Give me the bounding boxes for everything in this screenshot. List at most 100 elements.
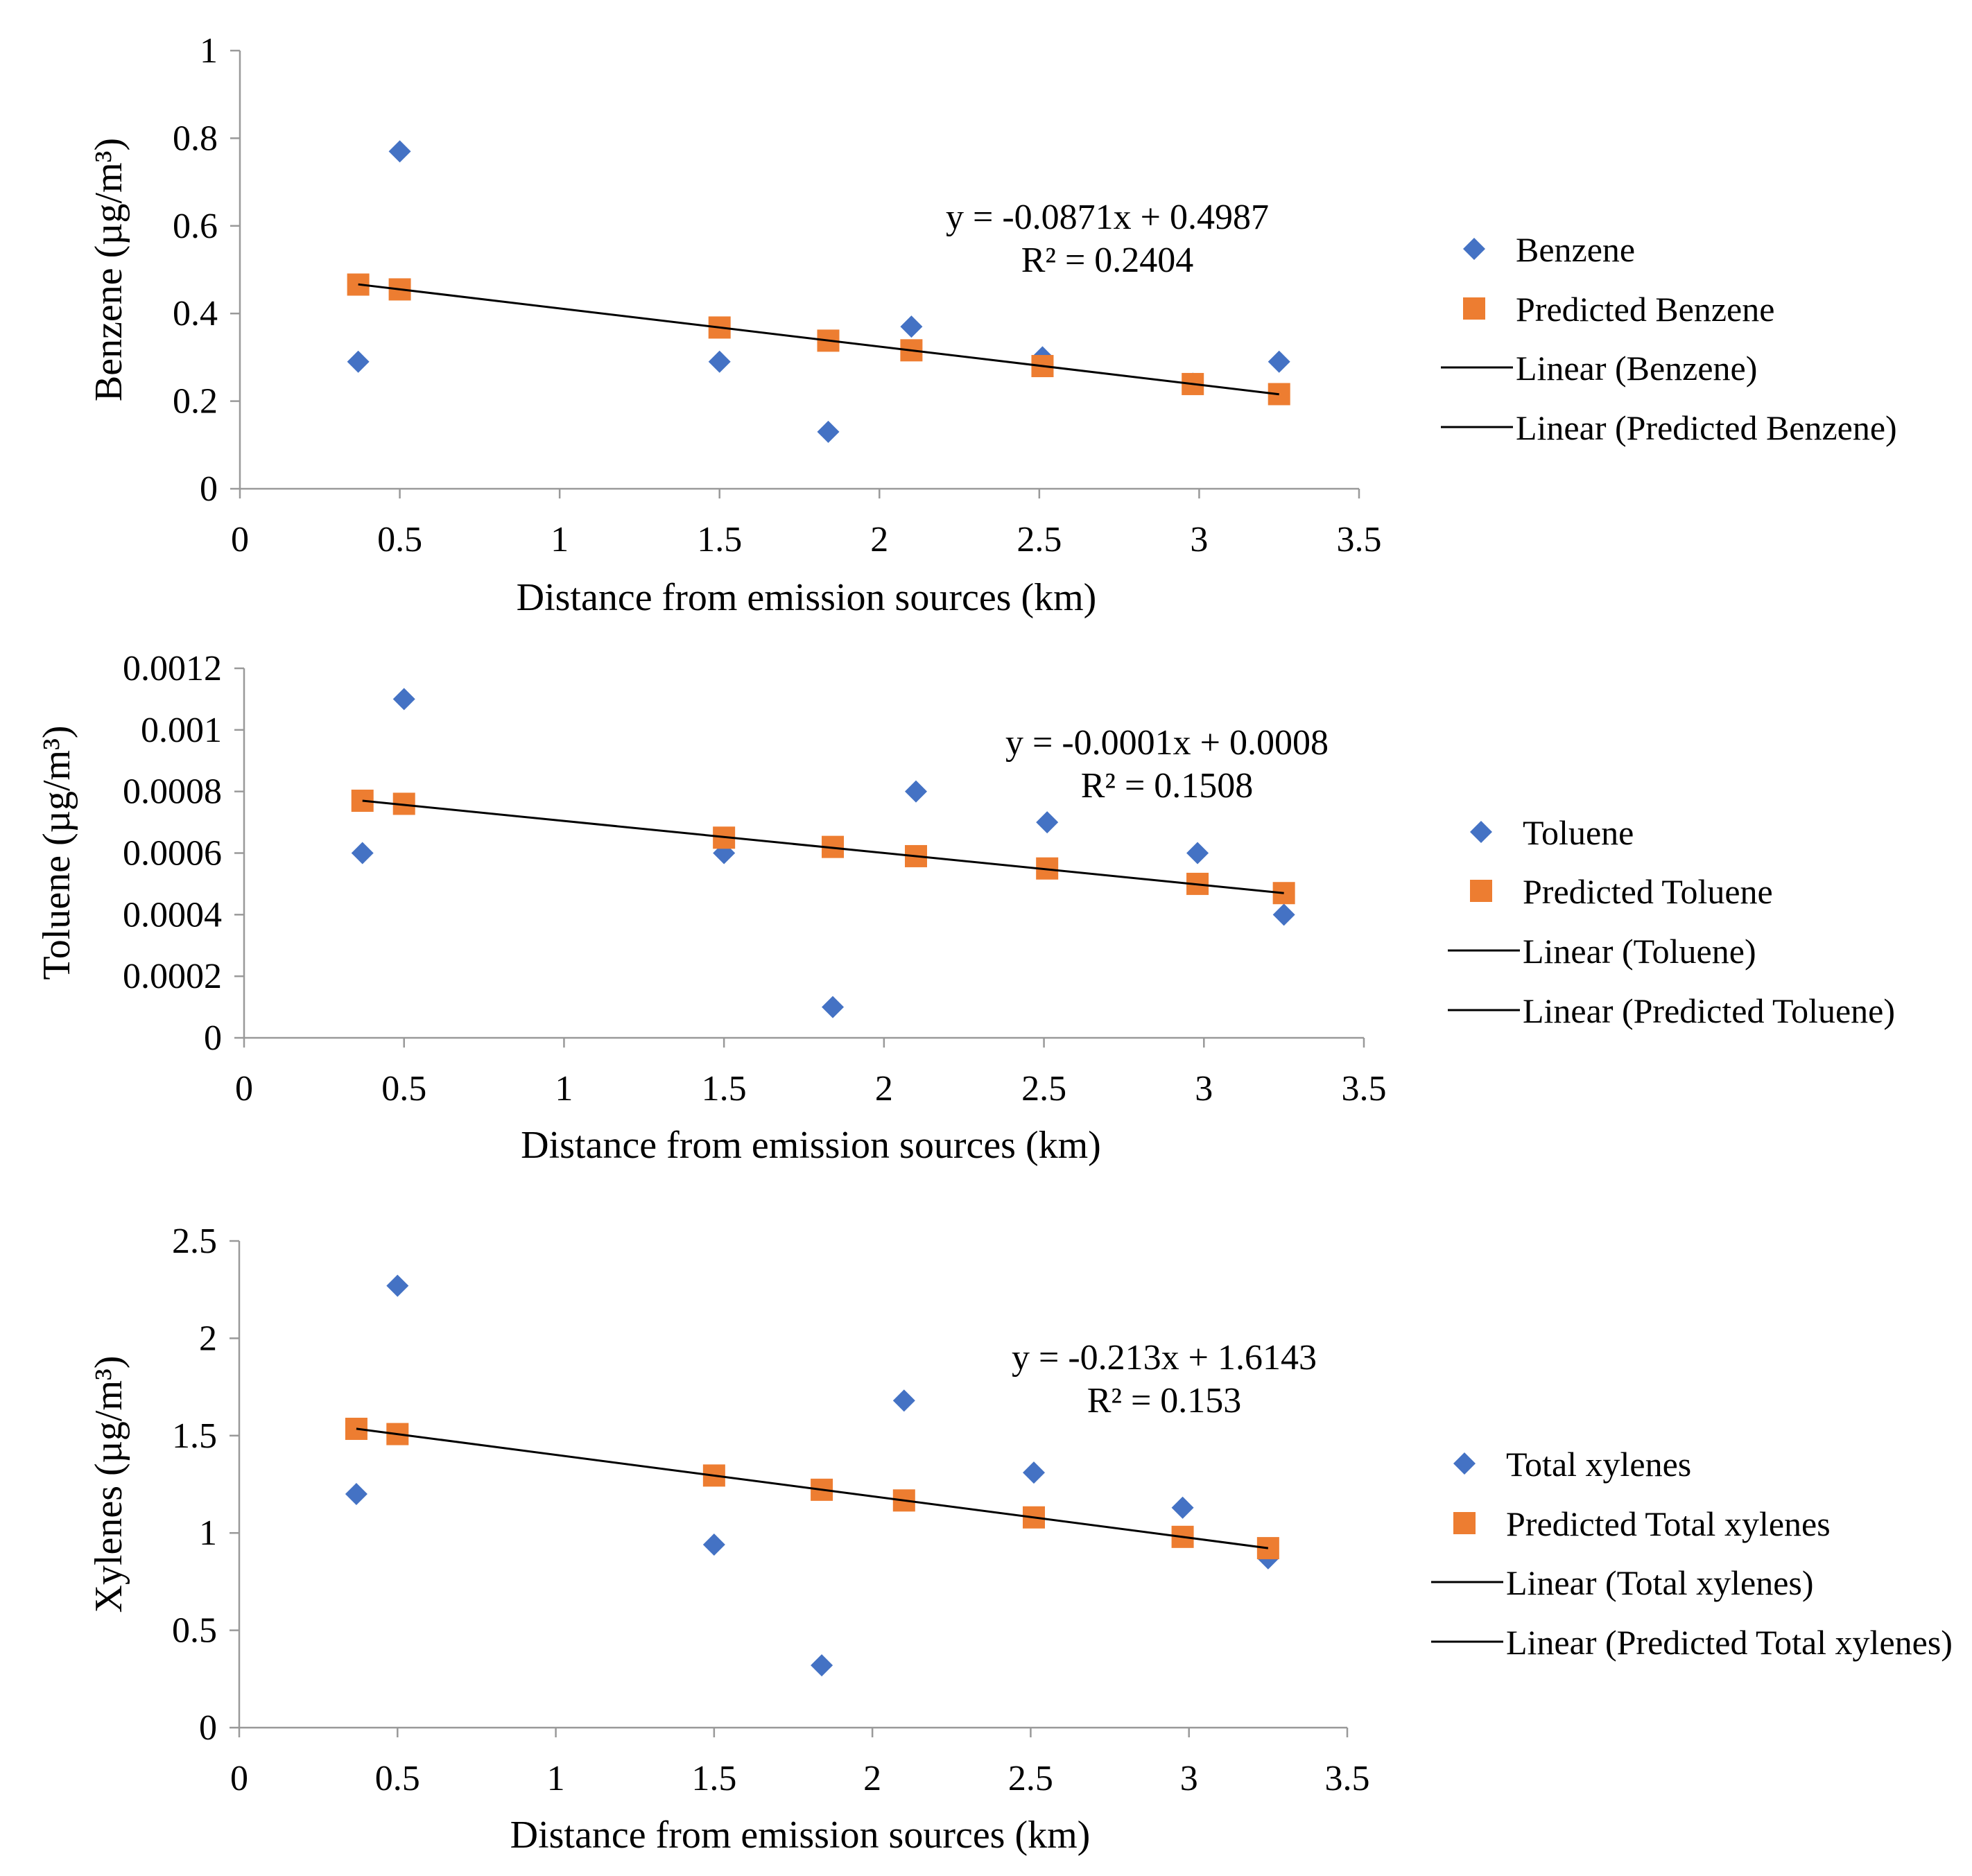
x-tick-label: 1.5 <box>697 520 742 559</box>
y-tick-label: 2.5 <box>172 1222 217 1261</box>
y-tick-label: 0.0012 <box>123 649 222 688</box>
legend-label: Linear (Total xylenes) <box>1506 1563 1814 1602</box>
x-tick-label: 1.5 <box>702 1069 747 1109</box>
legend-diamond-icon <box>1470 821 1492 843</box>
legend-square-icon <box>1470 880 1492 902</box>
x-tick-label: 1 <box>547 1759 565 1798</box>
point-toluene <box>1186 842 1209 865</box>
y-tick-label: 1.5 <box>172 1416 217 1456</box>
point-benzene <box>388 140 411 163</box>
point-total-xylenes <box>702 1534 725 1556</box>
x-tick-label: 2.5 <box>1008 1759 1053 1798</box>
point-total-xylenes <box>1171 1496 1194 1519</box>
y-axis-title: Toluene (µg/m³) <box>35 725 78 980</box>
point-total-xylenes <box>892 1389 915 1412</box>
point-benzene <box>1268 350 1290 373</box>
y-axis-title: Xylenes (µg/m³) <box>87 1356 130 1613</box>
trendline-equation: y = -0.0001x + 0.0008 <box>1005 723 1329 763</box>
x-tick-label: 3 <box>1180 1759 1198 1798</box>
point-toluene <box>1272 903 1295 926</box>
legend-diamond-icon <box>1463 238 1485 260</box>
legend-label: Toluene <box>1523 813 1634 852</box>
legend-label: Linear (Predicted Toluene) <box>1523 991 1895 1030</box>
point-benzene <box>900 315 923 338</box>
r-squared-label: R² = 0.2404 <box>1021 241 1194 280</box>
x-tick-label: 0.5 <box>377 520 422 559</box>
x-tick-label: 2.5 <box>1021 1069 1066 1109</box>
legend-label: Predicted Toluene <box>1523 872 1773 911</box>
point-toluene <box>1036 811 1059 834</box>
y-tick-label: 0.0006 <box>123 834 222 874</box>
x-tick-label: 0 <box>235 1069 253 1109</box>
x-tick-label: 0 <box>230 1759 248 1798</box>
trendline-equation: y = -0.0871x + 0.4987 <box>946 198 1269 237</box>
y-tick-label: 1 <box>200 31 218 71</box>
x-axis-title: Distance from emission sources (km) <box>517 576 1097 619</box>
legend-label: Predicted Total xylenes <box>1506 1504 1831 1543</box>
x-tick-label: 0.5 <box>381 1069 426 1109</box>
y-tick-label: 0 <box>200 469 218 509</box>
point-total-xylenes <box>386 1274 409 1297</box>
x-axis-title: Distance from emission sources (km) <box>521 1124 1101 1167</box>
trendline <box>358 283 1279 396</box>
trendline-equation: y = -0.213x + 1.6143 <box>1012 1338 1317 1378</box>
y-tick-label: 0.8 <box>173 119 218 158</box>
x-tick-label: 3 <box>1190 520 1208 559</box>
x-tick-label: 0.5 <box>375 1759 420 1798</box>
point-total-xylenes <box>345 1483 367 1506</box>
legend-label: Linear (Predicted Benzene) <box>1516 408 1897 447</box>
legend-label: Linear (Predicted Total xylenes) <box>1506 1623 1953 1662</box>
trendline <box>362 799 1284 894</box>
y-tick-label: 0.2 <box>173 382 218 422</box>
point-benzene <box>347 350 370 373</box>
chart-panel-2: 0 0.5 1 1.5 2 2.5 3 3.5 0 0.0002 0.0004 0.0006 0.000… <box>35 649 1895 1167</box>
x-tick-label: 1 <box>551 520 569 559</box>
legend-label: Total xylenes <box>1506 1445 1691 1484</box>
point-total-xylenes <box>811 1654 833 1677</box>
point-benzene <box>817 420 840 443</box>
x-tick-label: 3.5 <box>1342 1069 1387 1109</box>
legend-square-icon <box>1453 1512 1476 1534</box>
chart-panel-3: 0 0.5 1 1.5 2 2.5 3 3.5 0 0.5 1 1.5 2 2.5 Distance fro… <box>87 1222 1953 1857</box>
x-tick-label: 1.5 <box>691 1759 736 1798</box>
trendline <box>356 1427 1269 1549</box>
y-tick-label: 0 <box>204 1018 222 1058</box>
y-axis-title: Benzene (µg/m³) <box>87 138 130 401</box>
point-toluene <box>392 688 415 711</box>
x-tick-label: 2 <box>875 1069 893 1109</box>
x-tick-label: 3.5 <box>1325 1759 1370 1798</box>
x-tick-label: 2 <box>870 520 888 559</box>
y-tick-label: 0.0008 <box>123 772 222 812</box>
point-toluene <box>905 780 927 803</box>
legend-label: Linear (Toluene) <box>1523 932 1756 971</box>
point-toluene <box>351 842 374 865</box>
y-tick-label: 1 <box>199 1513 217 1553</box>
y-tick-label: 0.0004 <box>123 895 222 935</box>
legend-label: Linear (Benzene) <box>1516 349 1757 388</box>
y-tick-label: 0.6 <box>173 207 218 246</box>
x-tick-label: 3.5 <box>1337 520 1382 559</box>
y-tick-label: 0.0002 <box>123 957 222 996</box>
y-tick-label: 0 <box>199 1708 217 1748</box>
x-axis-title: Distance from emission sources (km) <box>510 1814 1091 1857</box>
y-tick-label: 2 <box>199 1319 217 1358</box>
x-tick-label: 0 <box>231 520 249 559</box>
legend-square-icon <box>1463 297 1485 320</box>
x-tick-label: 1 <box>555 1069 573 1109</box>
r-squared-label: R² = 0.1508 <box>1081 766 1254 806</box>
legend-label: Predicted Benzene <box>1516 290 1774 329</box>
point-total-xylenes <box>1022 1461 1045 1484</box>
x-tick-label: 2.5 <box>1017 520 1062 559</box>
point-benzene <box>708 350 731 373</box>
point-toluene <box>822 996 845 1018</box>
legend-label: Benzene <box>1516 230 1635 269</box>
chart-panel-1: 0 0.5 1 1.5 2 2.5 3 3.5 0 0.2 0.4 0.6 0.8 1 Distance f… <box>87 31 1897 619</box>
x-tick-label: 3 <box>1195 1069 1213 1109</box>
r-squared-label: R² = 0.153 <box>1087 1381 1242 1421</box>
legend-diamond-icon <box>1453 1452 1476 1475</box>
x-tick-label: 2 <box>863 1759 881 1798</box>
y-tick-label: 0.5 <box>172 1611 217 1651</box>
y-tick-label: 0.4 <box>173 294 218 333</box>
y-tick-label: 0.001 <box>141 711 222 750</box>
